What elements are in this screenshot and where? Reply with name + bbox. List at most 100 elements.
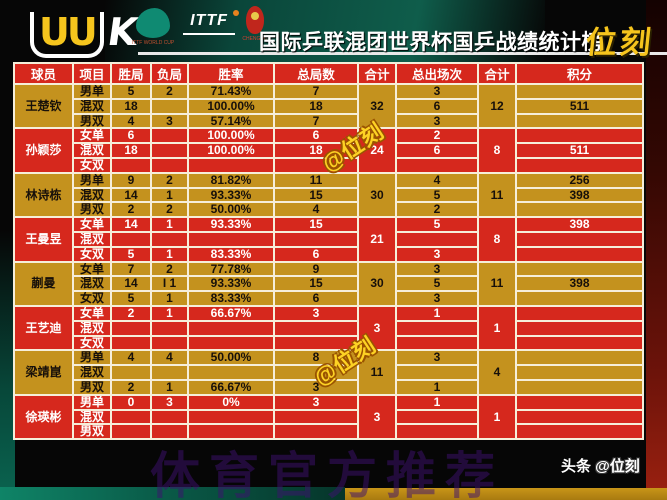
cell-games [273, 230, 359, 248]
cell-player: 孙颖莎 [13, 127, 74, 174]
cell-losses [150, 319, 189, 337]
ittf-world-cup-icon [136, 8, 170, 38]
table-row: 王艺迪 女单 2 1 66.67% 3 3 1 1 [13, 304, 644, 352]
table-row: 女双 5 1 83.33% 6 3 [14, 290, 644, 307]
cell-games [273, 364, 359, 381]
cell-points [515, 378, 644, 396]
ittf-underline [183, 33, 235, 35]
cell-games-total: 30 [357, 171, 397, 219]
column-header-games: 总局数 [273, 62, 359, 85]
cell-losses: 3 [150, 112, 189, 130]
cell-losses [150, 142, 189, 159]
column-header-losses: 负局 [150, 62, 189, 85]
cell-games: 9 [273, 260, 359, 278]
cell-losses [150, 334, 189, 352]
cell-player: 王楚钦 [13, 82, 74, 130]
chengdu-flower-icon [251, 12, 259, 20]
cell-event: 女单 [72, 304, 112, 322]
cell-points [515, 127, 644, 145]
cell-event: 男单 [72, 393, 112, 411]
table-row: 徐瑛彬 男单 0 3 0% 3 3 1 1 [13, 393, 644, 441]
cell-losses: 1 [150, 245, 189, 263]
cell-rate: 100.00% [187, 97, 275, 115]
cell-games: 7 [273, 112, 359, 130]
cell-wins [110, 408, 152, 426]
cell-apps: 1 [395, 393, 479, 411]
cell-points [515, 423, 644, 441]
cell-apps: 3 [395, 260, 479, 278]
cell-losses: 1 [150, 216, 189, 233]
cell-event: 女单 [72, 127, 112, 145]
table-row: 男双 2 2 50.00% 4 2 [14, 201, 644, 219]
cell-points [515, 408, 644, 426]
cell-event: 女双 [72, 245, 112, 263]
cell-points [515, 334, 644, 352]
cell-games-total: 24 [357, 127, 397, 174]
cell-apps-total: 12 [477, 82, 517, 130]
column-header-player: 球员 [13, 62, 74, 85]
cell-apps: 5 [395, 186, 479, 204]
cell-player: 蒯曼 [13, 260, 74, 307]
background-teal-bottom-strip [0, 487, 345, 500]
table-row: 男双 4 3 57.14% 7 3 [14, 112, 644, 130]
ittf-wordmark: ITTF [183, 10, 239, 30]
cell-player: 徐瑛彬 [13, 393, 74, 441]
cell-wins [110, 364, 152, 381]
table-row: 混双 [14, 408, 644, 426]
cell-points [515, 156, 644, 174]
table-row: 蒯曼 女单 7 2 77.78% 9 30 3 11 [13, 260, 644, 307]
cell-games-total: 3 [357, 393, 397, 441]
cell-apps [395, 334, 479, 352]
cell-wins: 18 [110, 142, 152, 159]
column-header-wins: 胜局 [110, 62, 152, 85]
cell-wins: 2 [110, 378, 152, 396]
cell-apps [395, 423, 479, 441]
cell-apps: 3 [395, 290, 479, 307]
cell-apps: 4 [395, 171, 479, 189]
table-row: 混双 18 100.00% 18 6 511 [14, 97, 644, 115]
table-row: 女双 [14, 334, 644, 352]
cell-points: 398 [515, 275, 644, 293]
background-red-right-edge [646, 0, 667, 500]
cell-apps: 1 [395, 304, 479, 322]
cell-wins: 6 [110, 127, 152, 145]
cell-wins [110, 230, 152, 248]
cell-rate: 0% [187, 393, 275, 411]
background-gold-bottom-strip [345, 488, 667, 500]
cell-rate: 93.33% [187, 275, 275, 293]
header-divider-line [138, 52, 667, 55]
cell-games: 15 [273, 216, 359, 233]
cell-event: 男双 [72, 112, 112, 130]
cell-games-total: 30 [357, 260, 397, 307]
cell-rate: 66.67% [187, 304, 275, 322]
cell-games [273, 319, 359, 337]
cell-wins: 5 [110, 245, 152, 263]
table-row: 混双 14 1 93.33% 15 5 398 [14, 186, 644, 204]
cell-losses [150, 127, 189, 145]
cell-games: 3 [273, 393, 359, 411]
cell-losses [150, 364, 189, 381]
column-header-points: 积分 [515, 62, 644, 85]
chengdu-badge-icon [246, 6, 264, 34]
cell-points [515, 393, 644, 411]
cell-rate: 83.33% [187, 290, 275, 307]
cell-games: 6 [273, 245, 359, 263]
cell-wins: 14 [110, 186, 152, 204]
cell-apps [395, 156, 479, 174]
cell-rate: 50.00% [187, 349, 275, 367]
watermark-big-text: 体育官方推荐 [150, 446, 504, 500]
column-header-apps: 总出场次 [395, 62, 479, 85]
cell-losses: 3 [150, 393, 189, 411]
table-row: 男双 [14, 423, 644, 441]
cell-games [273, 408, 359, 426]
cell-games-total: 3 [357, 304, 397, 352]
cell-games: 11 [273, 171, 359, 189]
cell-wins [110, 334, 152, 352]
cell-wins: 0 [110, 393, 152, 411]
cell-apps: 6 [395, 97, 479, 115]
cell-event: 混双 [72, 408, 112, 426]
cell-apps: 3 [395, 245, 479, 263]
cell-apps [395, 230, 479, 248]
cell-points [515, 83, 644, 100]
